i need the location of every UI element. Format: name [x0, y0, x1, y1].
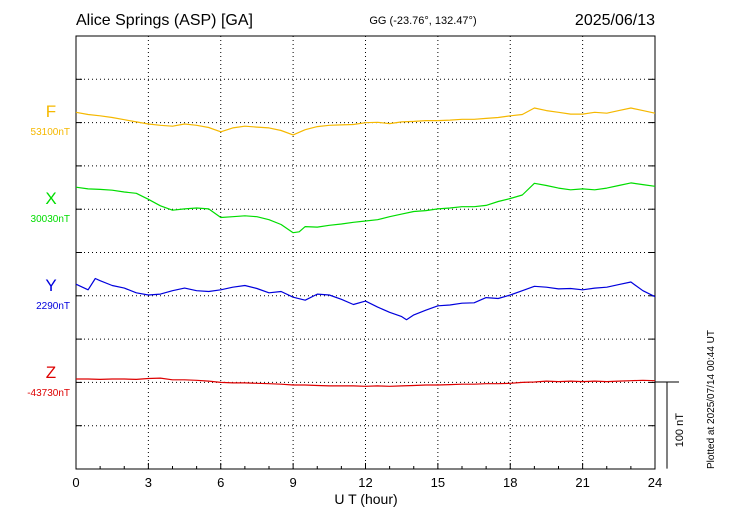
station-title: Alice Springs (ASP) [GA] [76, 12, 253, 29]
series-name-f: F [46, 102, 56, 121]
coordinates-label: GG (-23.76°, 132.47°) [369, 15, 476, 27]
x-tick-label: 9 [290, 475, 297, 490]
series-line-x [75, 182, 656, 234]
grid [76, 36, 655, 469]
series-labels: F 53100nT X 30030nT Y 2290nT Z -43730nT [27, 102, 70, 399]
series-name-z: Z [46, 363, 56, 382]
x-tick-label: 24 [648, 475, 662, 490]
series-name-x: X [45, 189, 56, 208]
series-baseline-z: -43730nT [27, 388, 70, 399]
x-tick-label: 21 [575, 475, 589, 490]
x-axis-title: U T (hour) [334, 491, 397, 507]
series-baseline-f: 53100nT [31, 127, 70, 138]
x-tick-label: 0 [72, 475, 79, 490]
x-tick-label: 15 [431, 475, 445, 490]
scale-bar-label: 100 nT [674, 413, 686, 448]
series-lines [75, 107, 656, 387]
date-label: 2025/06/13 [575, 12, 655, 29]
x-tick-label: 18 [503, 475, 517, 490]
series-line-y [75, 277, 656, 321]
scale-bar: 100 nT [655, 381, 686, 469]
x-tick-label: 12 [358, 475, 372, 490]
series-line-f [75, 107, 656, 136]
x-axis: 0 3 6 9 12 15 18 21 24 [72, 463, 662, 490]
x-tick-label: 6 [217, 475, 224, 490]
plotted-timestamp: Plotted at 2025/07/14 00:44 UT [706, 330, 717, 469]
series-name-y: Y [45, 276, 56, 295]
series-baseline-y: 2290nT [36, 301, 70, 312]
series-baseline-x: 30030nT [31, 214, 70, 225]
x-tick-label: 3 [145, 475, 152, 490]
series-line-z [76, 377, 656, 387]
